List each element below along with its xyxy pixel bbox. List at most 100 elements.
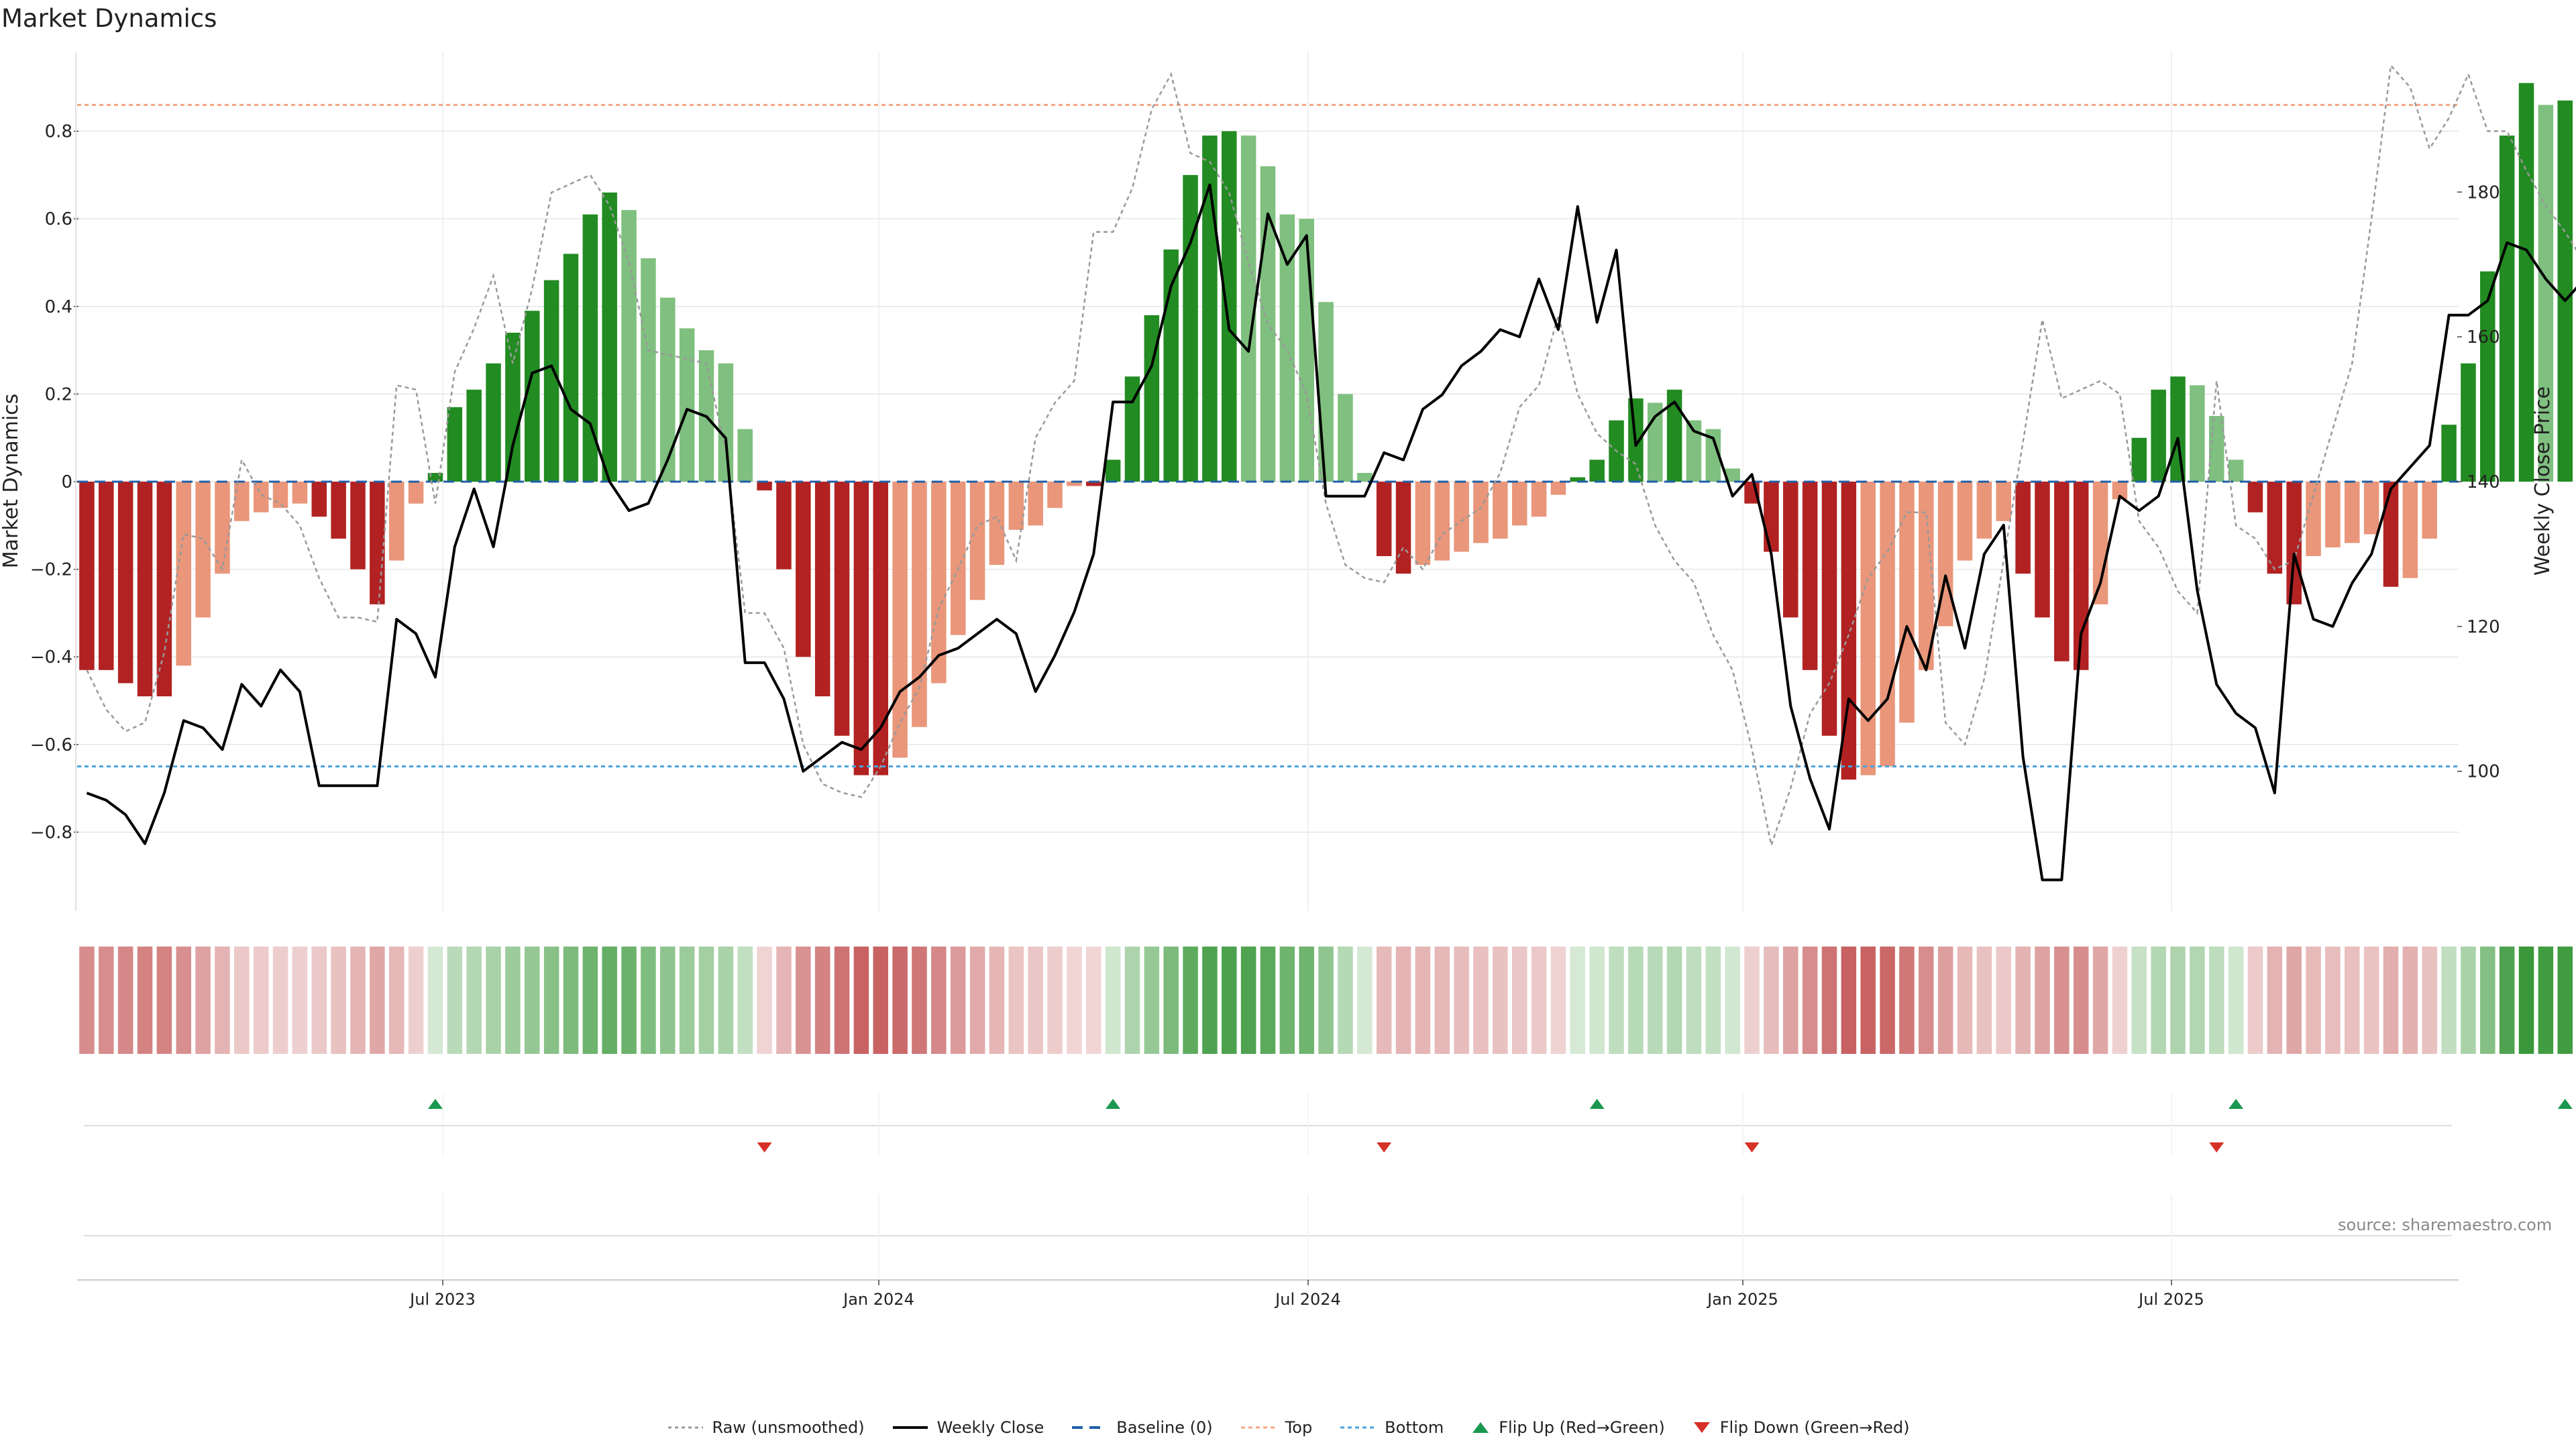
dynamics-bar <box>1338 394 1353 482</box>
heat-cell <box>1299 947 1314 1054</box>
dynamics-bar <box>137 482 153 696</box>
dynamics-bar <box>1493 482 1508 539</box>
heat-cell <box>582 947 598 1054</box>
heat-cell <box>1860 947 1876 1054</box>
dynamics-bar <box>2499 136 2515 482</box>
heat-cell <box>931 947 947 1054</box>
heat-strip <box>79 947 2573 1054</box>
heat-cell <box>1841 947 1857 1054</box>
heat-cell <box>737 947 753 1054</box>
dynamics-bar <box>602 192 617 482</box>
heat-cell <box>969 947 985 1054</box>
dynamics-bar <box>737 429 753 482</box>
heat-cell <box>1783 947 1799 1054</box>
heat-cell <box>1318 947 1334 1054</box>
dynamics-bar <box>486 363 501 482</box>
heat-cell <box>1357 947 1373 1054</box>
heat-cell <box>950 947 966 1054</box>
dynamics-bar <box>1222 131 1237 482</box>
dynamics-bar <box>1163 249 1179 482</box>
heat-cell <box>2267 947 2283 1054</box>
dynamics-bar <box>1957 482 1973 561</box>
legend-label-top: Top <box>1285 1418 1313 1437</box>
heat-cell <box>853 947 869 1054</box>
chart-legend: Raw (unsmoothed) Weekly Close Baseline (… <box>0 1418 2576 1437</box>
flip-up-marker <box>427 1099 443 1109</box>
heat-cell <box>427 947 443 1054</box>
dynamics-bar <box>1919 482 1934 670</box>
flip-up-marker <box>2557 1099 2573 1109</box>
legend-label-close: Weekly Close <box>936 1418 1044 1437</box>
dynamics-bar <box>621 210 637 482</box>
dynamics-bar <box>679 328 695 482</box>
dynamics-bar <box>796 482 811 657</box>
heat-cell <box>796 947 811 1054</box>
right-tick-label: 100 <box>2467 762 2500 782</box>
dynamics-bar <box>2306 482 2321 557</box>
dynamics-bar <box>2190 385 2205 482</box>
dynamics-bar <box>2345 482 2360 543</box>
weekly-close-line <box>86 183 2576 881</box>
dynamics-bar <box>1531 482 1547 517</box>
right-tick-label: 160 <box>2467 327 2500 347</box>
dynamics-bars <box>79 83 2573 780</box>
heat-cell <box>1144 947 1160 1054</box>
heat-cell <box>408 947 424 1054</box>
left-tick-label: 0.2 <box>45 384 72 405</box>
legend-swatch-baseline <box>1072 1426 1108 1429</box>
dynamics-bar <box>989 482 1005 566</box>
dynamics-bar <box>1240 136 1256 482</box>
heat-cell <box>1279 947 1295 1054</box>
heat-cell <box>176 947 191 1054</box>
heat-cell <box>1202 947 1218 1054</box>
heat-cell <box>2461 947 2476 1054</box>
heat-cell <box>331 947 346 1054</box>
legend-item-raw: Raw (unsmoothed) <box>667 1418 865 1437</box>
heat-cell <box>1124 947 1140 1054</box>
heat-cell <box>1415 947 1431 1054</box>
dynamics-bar <box>563 254 579 482</box>
heat-cell <box>234 947 250 1054</box>
dynamics-bar <box>1279 214 1295 482</box>
heat-cell <box>137 947 153 1054</box>
heat-cell <box>1550 947 1566 1054</box>
heat-cell <box>524 947 540 1054</box>
dynamics-bar <box>234 482 250 521</box>
dynamics-bar <box>2170 376 2186 482</box>
dynamics-bar <box>408 482 424 504</box>
heat-cell <box>2247 947 2263 1054</box>
heat-cell <box>292 947 308 1054</box>
heat-cell <box>1764 947 1779 1054</box>
dynamics-bar <box>311 482 327 517</box>
legend-swatch-top <box>1240 1426 1276 1429</box>
dynamics-bar <box>117 482 133 684</box>
heat-cell <box>1028 947 1043 1054</box>
x-tick-label: Jul 2024 <box>1274 1290 1341 1309</box>
heat-cell <box>873 947 889 1054</box>
dynamics-bar <box>2557 100 2573 482</box>
dynamics-bar <box>99 482 114 670</box>
dynamics-bar <box>1415 482 1431 566</box>
dynamics-bar <box>873 482 889 775</box>
dynamics-bar <box>1860 482 1876 775</box>
dynamics-bar <box>931 482 947 684</box>
heat-cell <box>486 947 501 1054</box>
legend-label-flip-up: Flip Up (Red→Green) <box>1499 1418 1665 1437</box>
legend-item-flip-up: Flip Up (Red→Green) <box>1470 1418 1665 1437</box>
dynamics-bar <box>776 482 792 570</box>
heat-cell <box>1705 947 1721 1054</box>
legend-item-close: Weekly Close <box>892 1418 1044 1437</box>
flip-markers <box>84 1093 2573 1279</box>
heat-cell <box>989 947 1005 1054</box>
heat-cell <box>2228 947 2244 1054</box>
heat-cell <box>892 947 908 1054</box>
chart-title: Market Dynamics <box>1 4 217 33</box>
heat-cell <box>505 947 521 1054</box>
heat-cell <box>447 947 463 1054</box>
dynamics-bar <box>543 280 559 482</box>
flip-up-marker <box>1589 1099 1605 1109</box>
dynamics-bar <box>1666 389 1682 482</box>
heat-cell <box>1666 947 1682 1054</box>
heat-cell <box>1047 947 1063 1054</box>
dynamics-bar <box>1705 429 1721 482</box>
